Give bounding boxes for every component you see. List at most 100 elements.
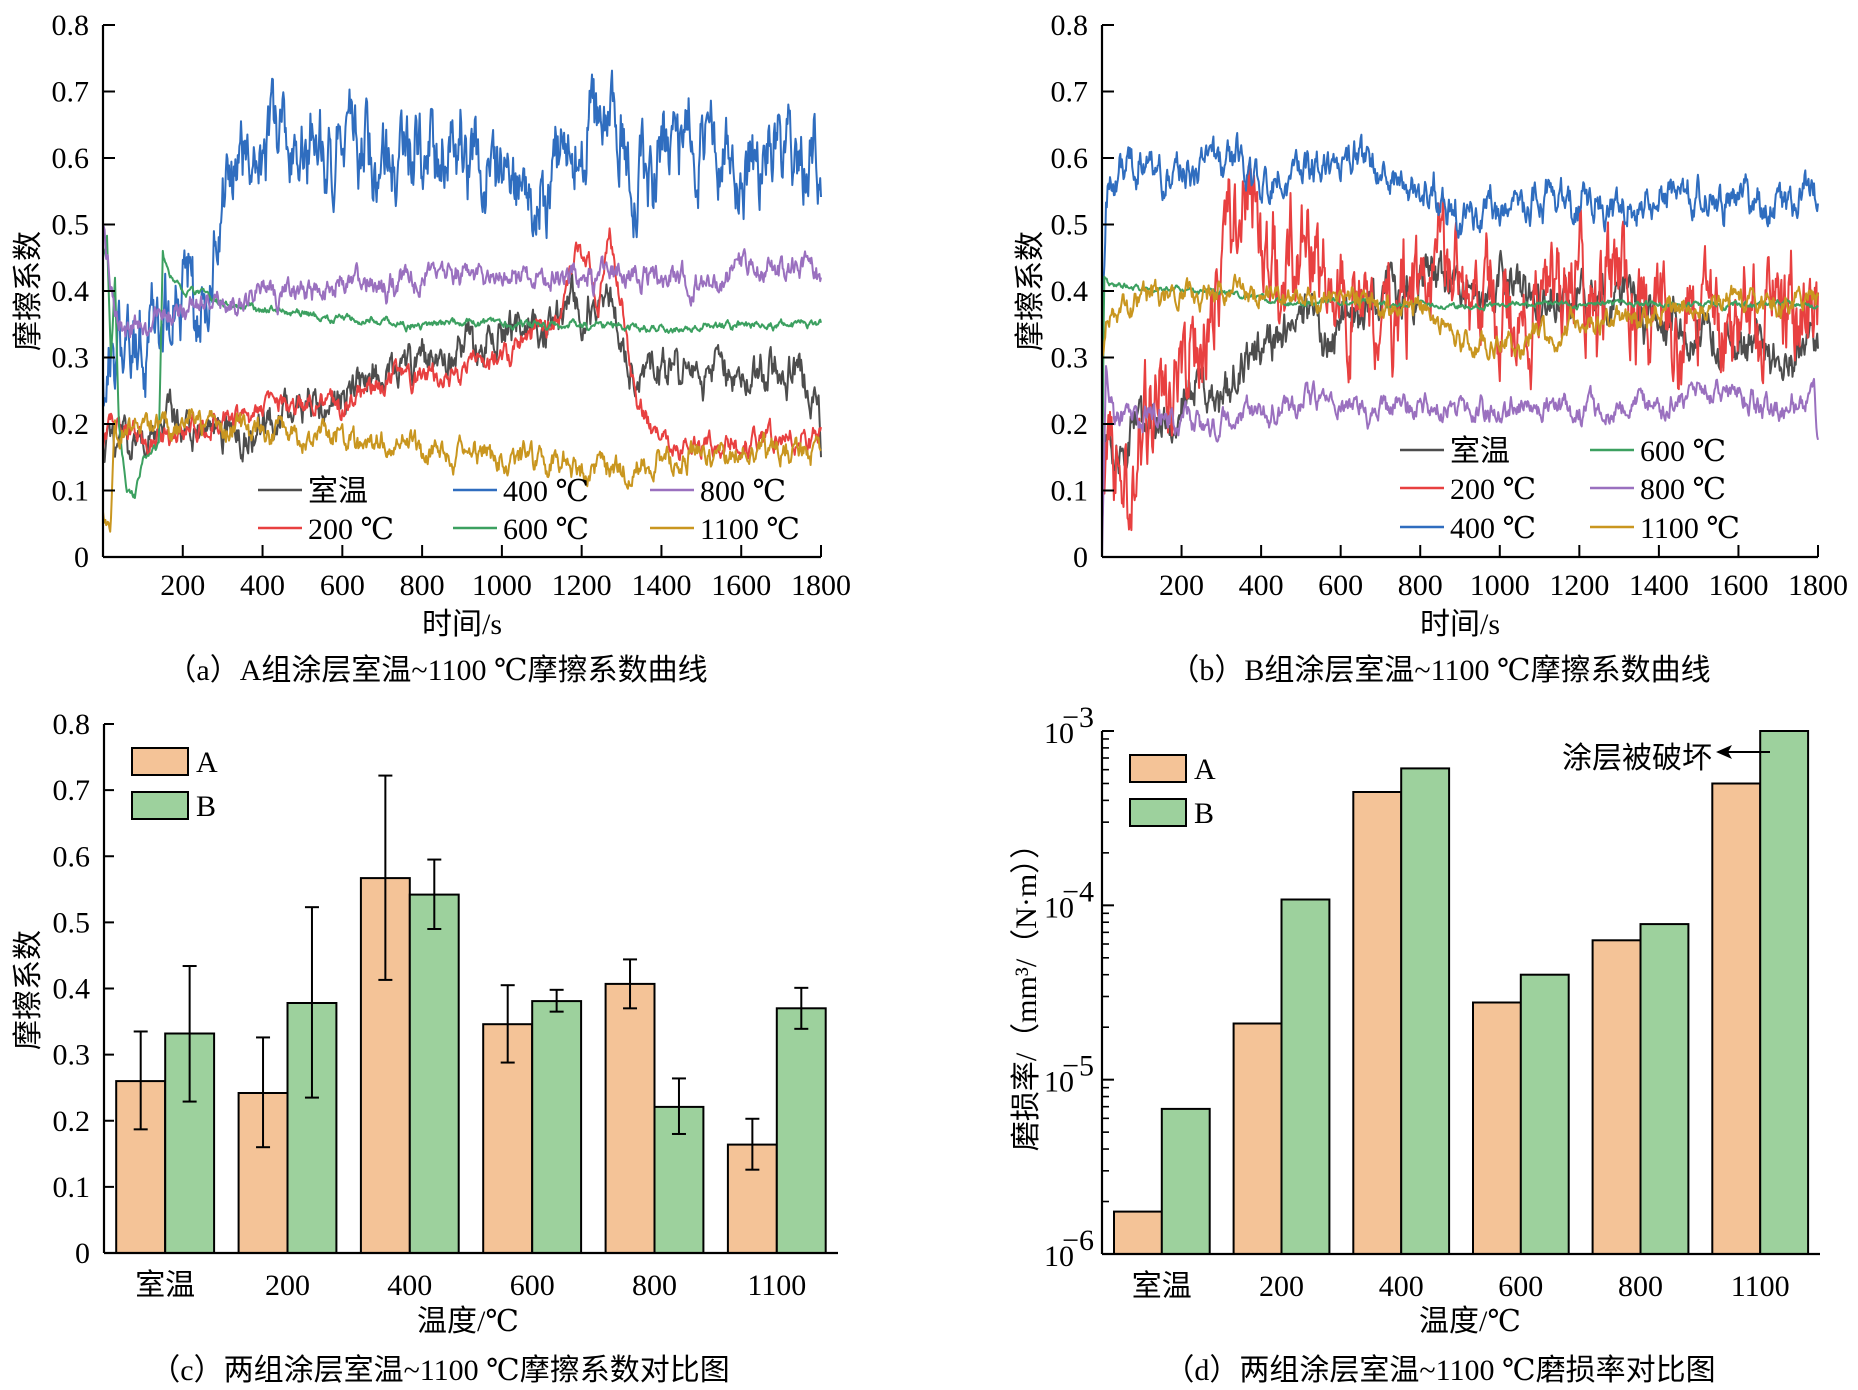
panel-b-legend: 室温 200 ℃ 400 ℃ 600 ℃ 800 ℃ 1100 ℃ [1400,435,1740,545]
series-line-200 [102,227,822,462]
y-tick-label: 10 [1044,1066,1074,1099]
x-category-label: 200 [1259,1270,1304,1303]
bar-A-200 [1232,1022,1283,1255]
legend-label: 400 ℃ [1450,512,1536,545]
y-tick-exponent: −3 [1062,701,1094,734]
legend-label: 200 ℃ [1450,473,1536,506]
series-line-800 [102,225,822,339]
y-tick-label: 10 [1044,1240,1074,1273]
panel-c-legend: AB [131,746,218,823]
x-category-label: 600 [510,1269,555,1302]
bar-B-1100 [775,1007,827,1254]
x-tick-label: 1200 [1549,569,1609,602]
y-tick-label: 0.5 [1051,209,1089,242]
legend-label: 400 ℃ [503,475,589,508]
panel-a-axes: 0 0.1 0.2 0.3 0.4 0.5 0.6 0.7 0.8 200 400 600 800 100… [52,9,852,602]
y-tick-label: 0.6 [52,142,90,175]
y-tick-label: 0.1 [52,475,90,508]
legend-label: 室温 [1450,435,1510,468]
x-tick-label: 1800 [1788,569,1848,602]
legend-item: 400 ℃ [1400,512,1536,545]
y-tick-label: 0 [75,1237,90,1270]
panel-d-legend: AB [1129,753,1216,830]
x-category-label: 400 [387,1269,432,1302]
panel-b-axes: 0 0.1 0.2 0.3 0.4 0.5 0.6 0.7 0.8 200 400 600 800 100… [1051,9,1849,602]
bar-A-800 [604,982,656,1255]
x-tick-label: 400 [240,569,285,602]
series-line-200 [1101,163,1819,532]
panel-a-xlabel: 时间/s [422,608,502,641]
panel-d-bars [1113,730,1810,1256]
series-line-800 [1101,365,1819,558]
x-tick-label: 400 [1239,569,1284,602]
panel-b-friction-curves-group-b: 0 0.1 0.2 0.3 0.4 0.5 0.6 0.7 0.8 200 400 600 800 100… [1014,9,1848,687]
x-category-label: 1100 [1731,1270,1790,1303]
y-tick-exponent: −4 [1062,875,1094,908]
legend-item: A [1129,753,1216,786]
x-category-label: 800 [1618,1270,1663,1303]
y-tick-label: 0.5 [53,906,91,939]
legend-label: 1100 ℃ [1640,512,1740,545]
panel-a-legend: 室温 200 ℃ 400 ℃ 600 ℃ 800 ℃ 1100 ℃ [258,475,800,546]
legend-item: B [131,790,216,823]
panel-c-caption: （c）两组涂层室温~1100 ℃摩擦系数对比图 [150,1354,730,1387]
legend-label: 600 ℃ [503,513,589,546]
bar-B-1100 [1759,730,1810,1255]
y-tick-label: 0.8 [53,708,91,741]
y-tick-label: 0.7 [53,774,91,807]
bar-B-600 [1519,973,1570,1255]
panel-d-ylabel: 磨损率/（mm³/（N·m）） [1010,829,1043,1151]
y-tick-exponent: −5 [1062,1050,1094,1083]
legend-item: 1100 ℃ [1590,512,1740,545]
x-tick-label: 200 [1159,569,1204,602]
bar-B-室温 [1160,1107,1211,1256]
legend-label: B [196,790,216,823]
panel-b-ylabel: 摩擦系数 [1014,231,1047,351]
x-category-label: 1100 [747,1269,806,1302]
x-tick-label: 600 [1318,569,1363,602]
x-tick-label: 1400 [631,569,691,602]
legend-swatch [1129,798,1187,827]
x-tick-label: 1000 [1470,569,1530,602]
y-tick-label: 0.7 [1051,76,1089,109]
x-tick-label: 800 [400,569,445,602]
panel-c-ylabel: 摩擦系数 [12,930,45,1050]
y-tick-label: 0 [74,541,89,574]
bar-B-800 [1639,923,1690,1255]
panel-d-xlabel: 温度/℃ [1419,1305,1521,1338]
panel-a-ylabel: 摩擦系数 [12,231,45,351]
series-line-400 [1101,132,1819,345]
bar-A-400 [1352,791,1403,1255]
legend-label: A [1194,753,1216,786]
panel-b-lines [1101,132,1819,558]
y-tick-label: 10 [1044,891,1074,924]
legend-item: A [131,746,218,779]
x-category-label: 200 [265,1269,310,1302]
y-tick-label: 0.4 [53,973,91,1006]
y-tick-label: 0.8 [52,9,90,42]
panel-a-friction-curves-group-a: 0 0.1 0.2 0.3 0.4 0.5 0.6 0.7 0.8 200 400 600 800 100… [12,9,851,687]
x-tick-label: 1000 [472,569,532,602]
legend-swatch [1129,754,1187,783]
panel-a-lines [102,69,822,533]
y-tick-label: 0.8 [1051,9,1089,42]
legend-item: 800 ℃ [650,475,786,508]
y-tick-label: 0.4 [1051,275,1089,308]
y-tick-label: 0.3 [52,342,90,375]
y-tick-label: 0 [1073,541,1088,574]
y-tick-label: 0.1 [53,1171,91,1204]
legend-label: 800 ℃ [1640,473,1726,506]
legend-label: 600 ℃ [1640,435,1726,468]
legend-item: 室温 [1400,435,1510,468]
legend-swatch [131,791,189,820]
legend-label: 1100 ℃ [700,513,800,546]
bar-B-400 [1400,767,1451,1256]
bar-B-600 [531,1000,583,1254]
x-category-label: 600 [1498,1270,1543,1303]
x-tick-label: 1600 [711,569,771,602]
legend-item: 室温 [258,475,368,508]
y-tick-label: 0.2 [1051,408,1089,441]
panel-c-xlabel: 温度/℃ [417,1305,519,1338]
y-tick-label: 0.4 [52,275,90,308]
